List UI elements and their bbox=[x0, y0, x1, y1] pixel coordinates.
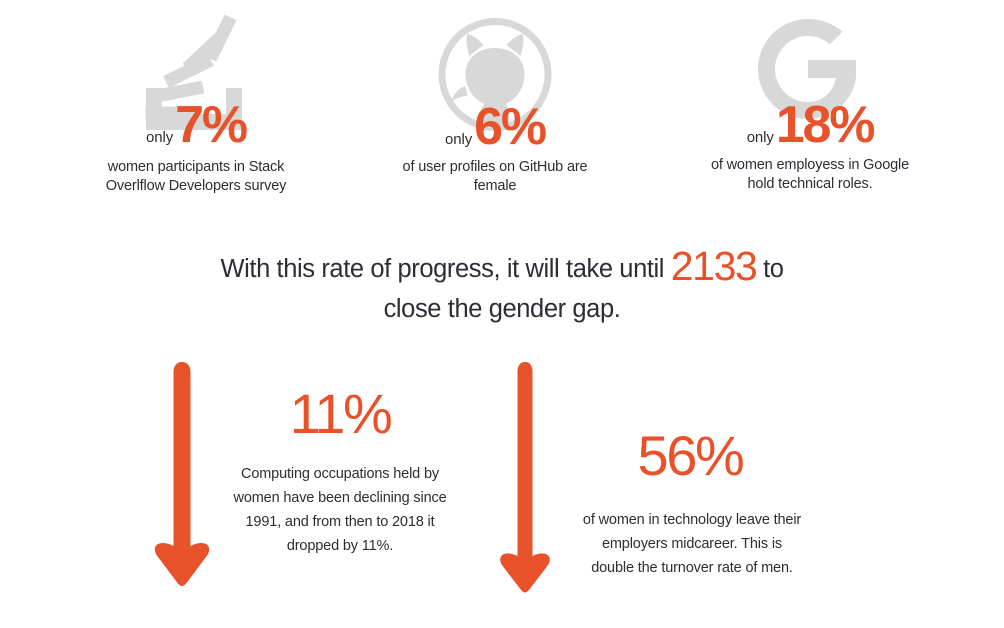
stat-panel-github: only 6% of user profiles on GitHub are f… bbox=[370, 0, 620, 210]
stat-percentage-56: 56% bbox=[637, 424, 745, 487]
statement-before-text: With this rate of progress, it will take… bbox=[220, 255, 665, 283]
stat-caption-line-1: of women employess in Google bbox=[710, 157, 910, 173]
stat-percentage-11: 11% bbox=[289, 382, 393, 445]
statement-after-text: to bbox=[763, 255, 784, 283]
only-label: only bbox=[445, 131, 473, 148]
stat-percentage: 6% bbox=[474, 98, 547, 156]
down-arrow-icon bbox=[497, 360, 553, 605]
stat-description-line-1: Computing occupations held by bbox=[241, 466, 439, 482]
stat-caption-line-2: female bbox=[473, 178, 517, 194]
stat-description-line-4: dropped by 11%. bbox=[286, 538, 394, 554]
github-octocat-logo bbox=[433, 12, 558, 142]
gender-gap-statement: With this rate of progress, it will take… bbox=[0, 246, 1004, 329]
stat-caption-line-2: Overlflow Developers survey bbox=[105, 178, 287, 194]
google-g-logo bbox=[753, 14, 863, 129]
stat-panel-google: only 18% of women employess in Google ho… bbox=[660, 0, 960, 210]
stat-description-11: Computing occupations held by women have… bbox=[205, 462, 475, 558]
stat-caption: of user profiles on GitHub are female bbox=[370, 158, 620, 196]
stat-caption-line-2: hold technical roles. bbox=[747, 176, 873, 192]
stat-panel-stack-overflow: only 7% women participants in Stack Over… bbox=[46, 0, 346, 210]
down-arrow-icon bbox=[152, 360, 212, 605]
stat-value-row: only 7% bbox=[46, 96, 346, 154]
stat-description-56: of women in technology leave their emplo… bbox=[542, 508, 842, 580]
stat-caption-line-1: women participants in Stack bbox=[107, 159, 285, 175]
stat-value-row: only 18% bbox=[660, 96, 960, 154]
only-label: only bbox=[746, 129, 774, 146]
only-label: only bbox=[146, 129, 174, 146]
stat-description-line-2: employers midcareer. This is bbox=[601, 536, 783, 552]
stat-caption: of women employess in Google hold techni… bbox=[660, 156, 960, 194]
stat-percentage: 18% bbox=[775, 96, 876, 154]
stat-description-line-2: women have been declining since bbox=[233, 490, 447, 506]
statement-line-1: With this rate of progress, it will take… bbox=[0, 246, 1004, 289]
statement-line-2: close the gender gap. bbox=[383, 295, 621, 323]
stat-description-line-1: of women in technology leave their bbox=[582, 512, 802, 528]
stat-percentage: 7% bbox=[175, 96, 248, 154]
stack-overflow-logo bbox=[138, 10, 258, 135]
stat-value-row: only 6% bbox=[370, 98, 620, 156]
statement-year: 2133 bbox=[670, 243, 758, 289]
stat-caption: women participants in Stack Overlflow De… bbox=[46, 158, 346, 196]
stat-description-line-3: double the turnover rate of men. bbox=[591, 560, 793, 576]
stat-description-line-3: 1991, and from then to 2018 it bbox=[245, 514, 435, 530]
stat-caption-line-1: of user profiles on GitHub are bbox=[402, 159, 588, 175]
